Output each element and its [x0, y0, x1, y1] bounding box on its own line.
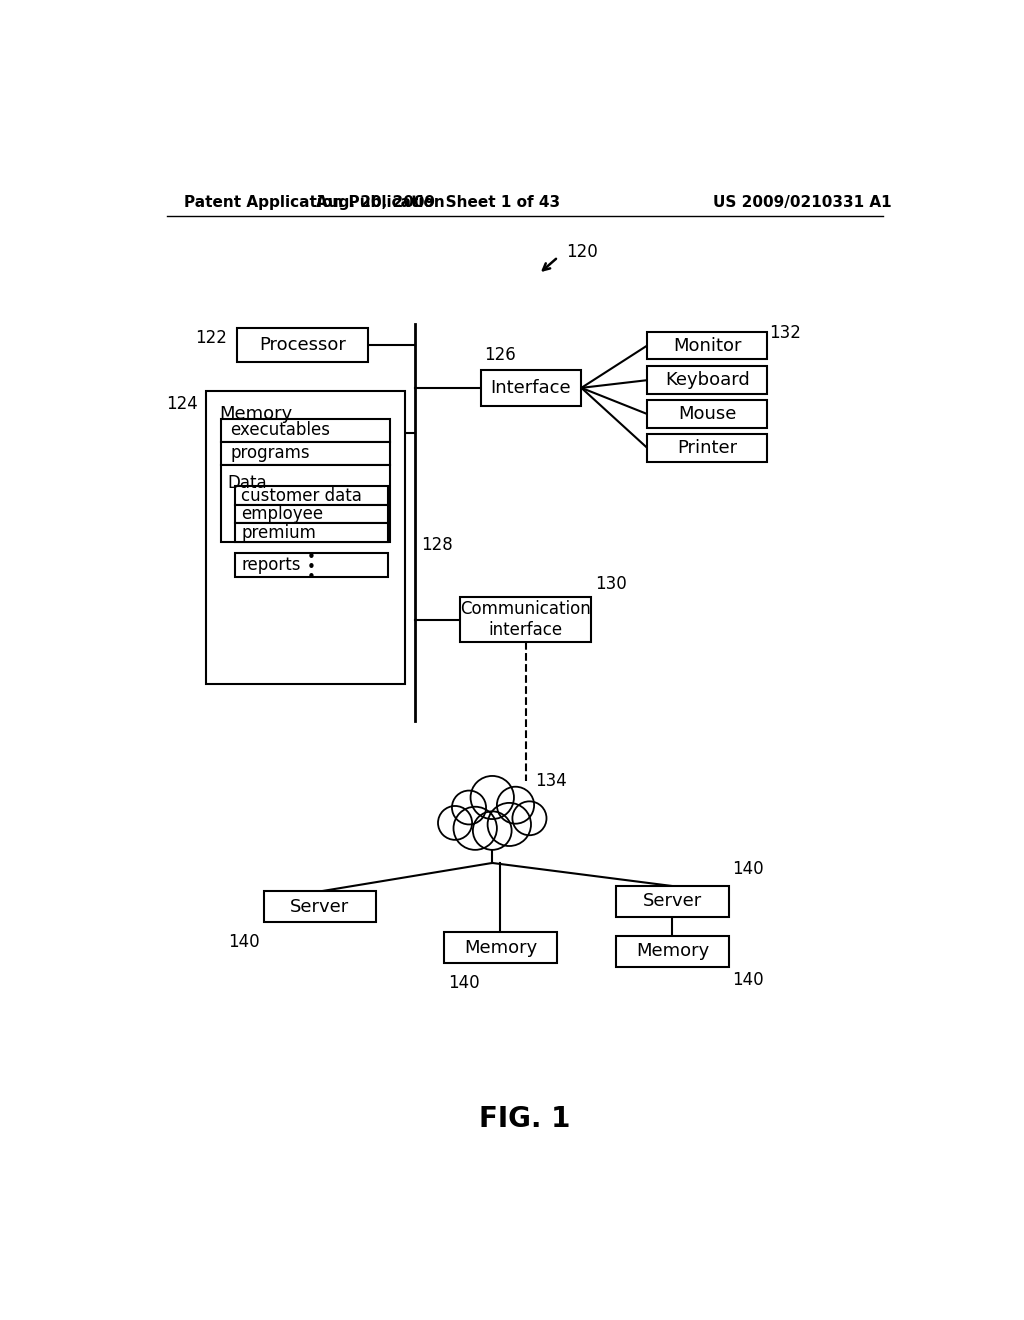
Text: Memory: Memory — [464, 939, 537, 957]
Bar — [221, 442, 390, 465]
Text: executables: executables — [230, 421, 331, 440]
Bar — [234, 524, 388, 543]
Text: programs: programs — [230, 445, 310, 462]
Text: 140: 140 — [449, 974, 479, 991]
Text: 130: 130 — [595, 576, 627, 594]
Bar — [647, 434, 767, 462]
Bar — [647, 331, 767, 359]
Text: Mouse: Mouse — [678, 405, 736, 422]
Bar — [616, 886, 729, 917]
Bar — [234, 506, 388, 524]
Bar — [444, 932, 557, 964]
Text: Patent Application Publication: Patent Application Publication — [183, 195, 444, 210]
Bar — [237, 327, 369, 362]
Circle shape — [497, 787, 535, 824]
Text: 140: 140 — [732, 970, 764, 989]
Text: customer data: customer data — [241, 487, 362, 504]
Text: 132: 132 — [769, 323, 801, 342]
Circle shape — [454, 807, 497, 850]
Text: Interface: Interface — [490, 379, 571, 397]
Text: Aug. 20, 2009  Sheet 1 of 43: Aug. 20, 2009 Sheet 1 of 43 — [316, 195, 560, 210]
Text: Monitor: Monitor — [673, 337, 741, 355]
Text: Server: Server — [643, 892, 702, 911]
Circle shape — [471, 776, 514, 818]
Bar — [263, 891, 376, 923]
Text: Memory: Memory — [219, 405, 293, 422]
Text: 126: 126 — [484, 346, 516, 364]
Bar — [221, 418, 390, 442]
Circle shape — [473, 812, 512, 850]
Text: 122: 122 — [196, 330, 227, 347]
Text: FIG. 1: FIG. 1 — [479, 1105, 570, 1134]
Text: Keyboard: Keyboard — [665, 371, 750, 389]
Text: US 2009/0210331 A1: US 2009/0210331 A1 — [713, 195, 892, 210]
Bar — [234, 553, 388, 577]
Text: Processor: Processor — [259, 335, 346, 354]
Text: •: • — [307, 560, 316, 574]
Text: employee: employee — [241, 506, 324, 523]
Text: reports: reports — [241, 556, 301, 574]
Text: •: • — [307, 549, 316, 565]
Text: •: • — [307, 570, 316, 585]
Text: 120: 120 — [566, 243, 598, 261]
Text: Data: Data — [227, 474, 267, 492]
Text: premium: premium — [241, 524, 316, 541]
Bar — [234, 487, 388, 506]
Bar — [206, 391, 406, 684]
Bar — [221, 465, 390, 543]
Text: 128: 128 — [421, 536, 453, 553]
Circle shape — [512, 801, 547, 836]
Text: Memory: Memory — [636, 942, 709, 961]
Bar — [480, 370, 582, 405]
Circle shape — [487, 803, 531, 846]
Text: Printer: Printer — [677, 440, 737, 457]
Text: 140: 140 — [732, 861, 764, 878]
Text: 140: 140 — [228, 933, 260, 950]
Text: 124: 124 — [166, 395, 198, 413]
Circle shape — [438, 807, 472, 840]
Text: 134: 134 — [535, 772, 566, 791]
Text: Communication
interface: Communication interface — [460, 601, 591, 639]
Bar — [460, 597, 592, 642]
Circle shape — [452, 791, 486, 825]
Bar — [616, 936, 729, 966]
Bar — [647, 367, 767, 395]
Bar — [647, 400, 767, 428]
Text: Server: Server — [290, 898, 349, 916]
